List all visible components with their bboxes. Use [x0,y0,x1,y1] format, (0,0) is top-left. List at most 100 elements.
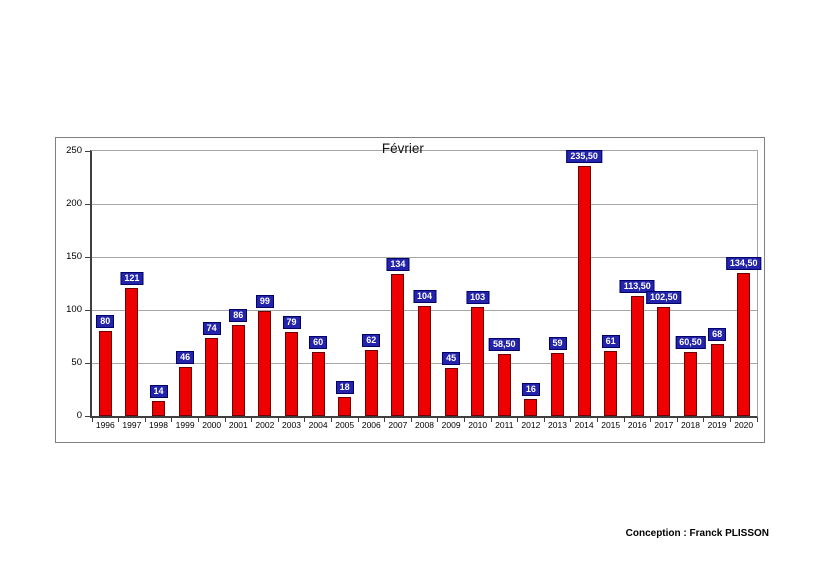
y-axis-tick [85,256,90,258]
bar [710,343,724,416]
x-axis-tick-label: 2019 [707,420,727,430]
bar-value-label: 16 [521,383,540,397]
x-axis-tick [251,418,253,422]
y-axis-tick-label: 100 [66,304,82,315]
bar-value-label: 60,50 [675,335,706,349]
bar-value-label: 103 [466,290,490,304]
bar [684,351,697,416]
y-axis-tick-label: 250 [66,145,82,156]
bar [391,273,405,416]
x-axis-tick-label: 1999 [175,420,195,430]
x-axis-tick-label: 2011 [495,420,514,430]
x-axis-tick [570,418,572,422]
bar-value-label: 80 [96,315,115,329]
y-axis-tick [85,203,90,205]
bar [737,273,751,416]
gridline [92,256,757,258]
x-axis-tick-label: 2009 [441,420,461,430]
x-axis-tick [596,418,598,422]
x-axis-tick-label: 2015 [601,420,621,430]
x-axis-tick [91,418,93,422]
x-axis-tick [304,418,306,422]
x-axis-tick [437,418,439,422]
x-axis-tick-label: 2016 [627,420,647,430]
bar [364,350,378,416]
gridline [92,203,757,205]
bar [604,351,618,416]
bar [630,295,644,416]
bar-value-label: 46 [176,351,195,365]
x-axis-tick [118,418,120,422]
x-axis-tick [756,418,758,422]
x-axis-tick-label: 2014 [574,420,594,430]
bar [125,287,139,416]
bar [205,337,219,416]
chart-title: Février [381,141,424,156]
y-axis-tick [85,309,90,311]
y-axis-tick [85,415,90,417]
bar [524,399,538,416]
x-axis-tick-label: 2007 [388,420,408,430]
bar [551,353,564,416]
bar [444,368,458,416]
x-axis-tick [729,418,731,422]
bar-value-label: 14 [149,385,168,399]
bar-value-label: 68 [708,327,727,341]
x-axis-tick-label: 2008 [415,420,434,430]
x-axis-tick-label: 2002 [255,420,275,430]
y-axis-tick-label: 150 [66,251,82,262]
x-axis-tick [623,418,625,422]
x-axis-tick-label: 1996 [95,420,115,430]
x-axis-tick [384,418,386,422]
x-axis-tick [330,418,332,422]
y-axis-tick [85,150,90,152]
bar [338,396,352,416]
bar-value-label: 134,50 [725,257,762,271]
bar [285,332,298,416]
x-axis-tick [543,418,545,422]
bar-value-label: 113,50 [619,279,655,293]
x-axis-tick [490,418,492,422]
bar [98,331,112,416]
bar [231,324,245,416]
y-axis-tick-label: 0 [76,410,82,421]
x-axis-tick [676,418,678,422]
x-axis-tick [703,418,705,422]
x-axis-tick-label: 2000 [202,420,222,430]
bar-value-label: 102,50 [646,291,682,305]
x-axis-tick [650,418,652,422]
x-axis-tick [517,418,519,422]
y-axis-tick-label: 200 [66,198,82,209]
bar [418,305,431,416]
bar-value-label: 99 [255,295,274,309]
x-axis-tick [171,418,173,422]
x-axis-tick-label: 2017 [654,420,674,430]
bar-value-label: 74 [202,321,221,335]
bar [497,354,511,416]
x-axis-tick-label: 2006 [361,420,381,430]
x-axis-tick-label: 1998 [149,420,168,430]
credit-text: Conception : Franck PLISSON [625,528,769,539]
bar [577,166,591,416]
bar-value-label: 62 [362,334,381,348]
bar-value-label: 61 [601,335,620,349]
chart-frame: Février 0 50 100 150 200 250 80 1996 121 1997 14 19… [55,137,765,443]
x-axis-tick-label: 2020 [734,420,754,430]
x-axis-tick [463,418,465,422]
bar-value-label: 86 [229,308,248,322]
x-axis-tick [410,418,412,422]
bar [311,352,325,416]
x-axis-tick [357,418,359,422]
plot-area: 0 50 100 150 200 250 80 1996 121 1997 14 1998 46 1999… [66,145,762,430]
bar-value-label: 235,50 [566,150,602,164]
bar-value-label: 79 [282,316,301,330]
bar [258,311,272,416]
x-axis-tick [197,418,199,422]
bar-value-label: 60 [309,336,328,350]
bar [657,307,671,416]
bar [152,401,165,416]
bar [178,367,192,416]
x-axis-tick [144,418,146,422]
x-axis-tick-label: 2003 [282,420,301,430]
